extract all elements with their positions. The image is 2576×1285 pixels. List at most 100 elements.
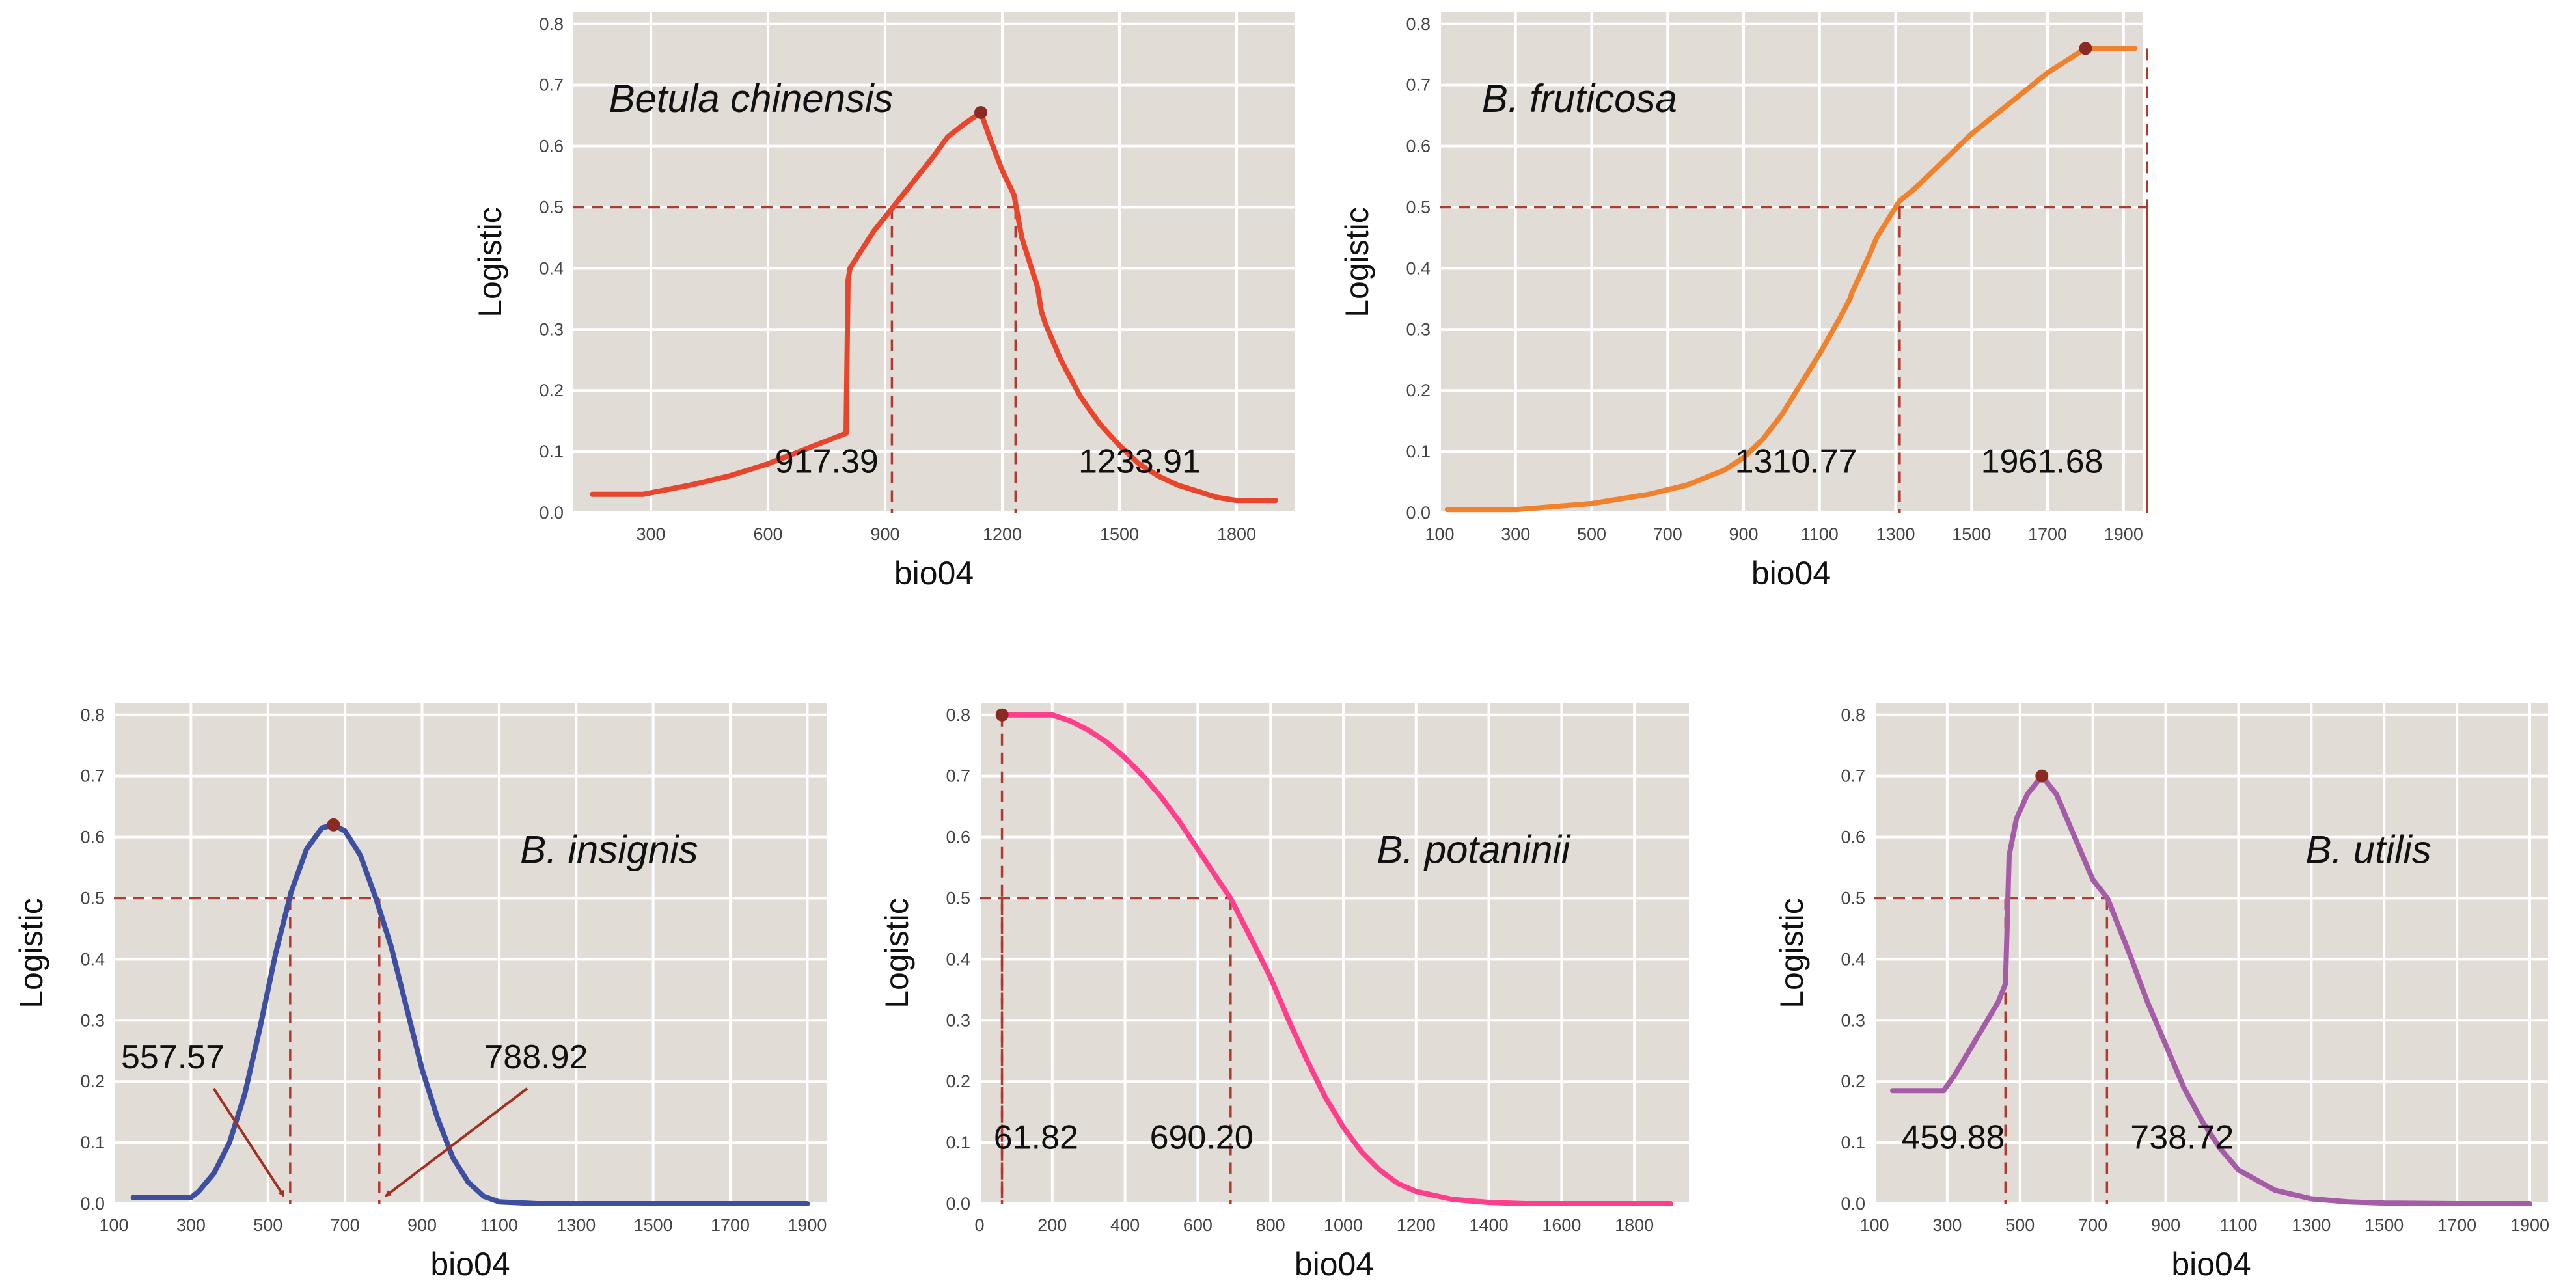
y-tick-label: 0.3 xyxy=(80,1010,105,1030)
chart-panel-5: 0.0 0.1 0.2 0.3 0.4 0.5 0.6 0.7 0.8 100 300 500 700 9… xyxy=(1774,703,2549,1282)
x-tick-label: 1500 xyxy=(1100,524,1139,544)
x-axis-label: bio04 xyxy=(894,555,974,591)
x-tick-label: 700 xyxy=(2078,1215,2107,1235)
y-axis-label: Logistic xyxy=(1774,898,1810,1008)
y-tick-label: 0.3 xyxy=(539,319,564,339)
x-axis-label: bio04 xyxy=(2171,1246,2251,1282)
peak-point xyxy=(327,818,340,832)
x-tick-label: 1200 xyxy=(983,524,1022,544)
x-tick-label: 1500 xyxy=(634,1215,673,1235)
y-tick-label: 0.6 xyxy=(539,137,564,156)
cutoff-label: 459.88 xyxy=(1901,1118,2005,1156)
y-tick-label: 0.1 xyxy=(1406,442,1431,461)
y-tick-label: 0.3 xyxy=(1406,319,1431,339)
y-tick-label: 0.3 xyxy=(946,1010,970,1030)
y-tick-label: 0.5 xyxy=(80,888,105,908)
x-tick-label: 100 xyxy=(1425,524,1454,544)
x-tick-label: 1800 xyxy=(1217,524,1256,544)
x-tick-label: 600 xyxy=(1183,1215,1213,1235)
y-tick-label: 0.7 xyxy=(539,75,564,95)
x-tick-label: 900 xyxy=(1729,524,1758,544)
x-tick-label: 200 xyxy=(1037,1215,1067,1235)
chart-panel-2: 0.0 0.1 0.2 0.3 0.4 0.5 0.6 0.7 0.8 100 300 500 700 9… xyxy=(1339,12,2148,591)
x-tick-label: 1300 xyxy=(2292,1215,2331,1235)
chart-title: B. potaninii xyxy=(1377,828,1571,871)
y-tick-label: 0.1 xyxy=(1841,1133,1865,1152)
y-tick-label: 0.2 xyxy=(80,1072,105,1091)
cutoff-label: 690.20 xyxy=(1150,1118,1254,1156)
x-tick-label: 1700 xyxy=(711,1215,750,1235)
y-tick-label: 0.0 xyxy=(1406,503,1431,522)
y-tick-label: 0.2 xyxy=(539,381,564,400)
x-tick-label: 300 xyxy=(176,1215,206,1235)
y-tick-label: 0.8 xyxy=(539,14,564,34)
x-tick-label: 700 xyxy=(331,1215,360,1235)
x-tick-label: 500 xyxy=(253,1215,282,1235)
x-tick-label: 1100 xyxy=(1801,524,1839,544)
x-tick-label: 900 xyxy=(407,1215,437,1235)
x-tick-label: 1500 xyxy=(2364,1215,2404,1235)
plot-background xyxy=(1440,12,2143,513)
x-axis-label: bio04 xyxy=(1295,1246,1374,1282)
x-tick-label: 1300 xyxy=(556,1215,596,1235)
x-tick-label: 1900 xyxy=(2104,524,2143,544)
x-tick-label: 400 xyxy=(1110,1215,1140,1235)
peak-point xyxy=(995,708,1009,722)
chart-title: B. utilis xyxy=(2305,828,2431,871)
chart-panel-1: 0.0 0.1 0.2 0.3 0.4 0.5 0.6 0.7 0.8 300 600 900 1200… xyxy=(472,12,1295,591)
cutoff-label: 788.92 xyxy=(484,1038,588,1076)
x-tick-label: 1300 xyxy=(1876,524,1915,544)
y-tick-label: 0.1 xyxy=(946,1133,970,1152)
y-tick-label: 0.2 xyxy=(1406,381,1431,400)
y-tick-label: 0.7 xyxy=(80,766,105,786)
plot-background xyxy=(1874,703,2548,1204)
y-axis-label: Logistic xyxy=(472,207,508,318)
cutoff-label: 1233.91 xyxy=(1078,442,1201,480)
y-tick-label: 0.5 xyxy=(1406,197,1431,217)
y-axis-label: Logistic xyxy=(1339,207,1375,318)
y-tick-label: 0.8 xyxy=(1841,705,1865,725)
arrow xyxy=(212,1087,285,1197)
x-tick-label: 1700 xyxy=(2028,524,2067,544)
y-tick-label: 0.6 xyxy=(946,828,970,847)
x-tick-label: 0 xyxy=(974,1215,984,1235)
x-tick-label: 1600 xyxy=(1542,1215,1581,1235)
x-tick-label: 1200 xyxy=(1397,1215,1436,1235)
series-line xyxy=(999,712,1674,1206)
y-tick-label: 0.3 xyxy=(1841,1010,1865,1030)
series-line xyxy=(130,822,810,1206)
y-tick-label: 0.1 xyxy=(539,442,564,461)
x-tick-label: 1100 xyxy=(480,1215,518,1235)
peak-point xyxy=(974,105,987,119)
x-tick-label: 1700 xyxy=(2437,1215,2476,1235)
y-tick-label: 0.0 xyxy=(1841,1194,1865,1213)
y-tick-label: 0.6 xyxy=(1841,828,1865,847)
x-axis-label: bio04 xyxy=(1751,555,1831,591)
y-tick-label: 0.8 xyxy=(80,705,105,725)
cutoff-label: 738.72 xyxy=(2130,1118,2234,1156)
x-tick-label: 1800 xyxy=(1615,1215,1654,1235)
x-tick-label: 600 xyxy=(753,524,782,544)
y-tick-label: 0.8 xyxy=(946,705,970,725)
cutoff-label: 61.82 xyxy=(994,1118,1078,1156)
y-tick-label: 0.2 xyxy=(946,1072,970,1091)
y-tick-label: 0.6 xyxy=(80,828,105,847)
peak-point xyxy=(2079,42,2092,55)
x-tick-label: 100 xyxy=(99,1215,128,1235)
x-tick-label: 500 xyxy=(2005,1215,2035,1235)
cutoff-label: 1310.77 xyxy=(1735,442,1857,480)
plot-background xyxy=(114,703,827,1204)
chart-title: B. fruticosa xyxy=(1482,77,1677,120)
y-tick-label: 0.4 xyxy=(1406,258,1431,278)
y-tick-label: 0.2 xyxy=(1841,1072,1865,1091)
x-tick-label: 800 xyxy=(1256,1215,1285,1235)
chart-panel-4: 0.0 0.1 0.2 0.3 0.4 0.5 0.6 0.7 0.8 0 200 400 600 800… xyxy=(879,703,1689,1282)
y-axis-label: Logistic xyxy=(13,898,49,1008)
y-tick-label: 0.4 xyxy=(539,258,564,278)
chart-title: Betula chinensis xyxy=(609,77,894,120)
y-tick-label: 0.6 xyxy=(1406,137,1431,156)
x-tick-label: 1100 xyxy=(2219,1215,2257,1235)
x-tick-label: 300 xyxy=(636,524,665,544)
peak-point xyxy=(2035,769,2049,783)
